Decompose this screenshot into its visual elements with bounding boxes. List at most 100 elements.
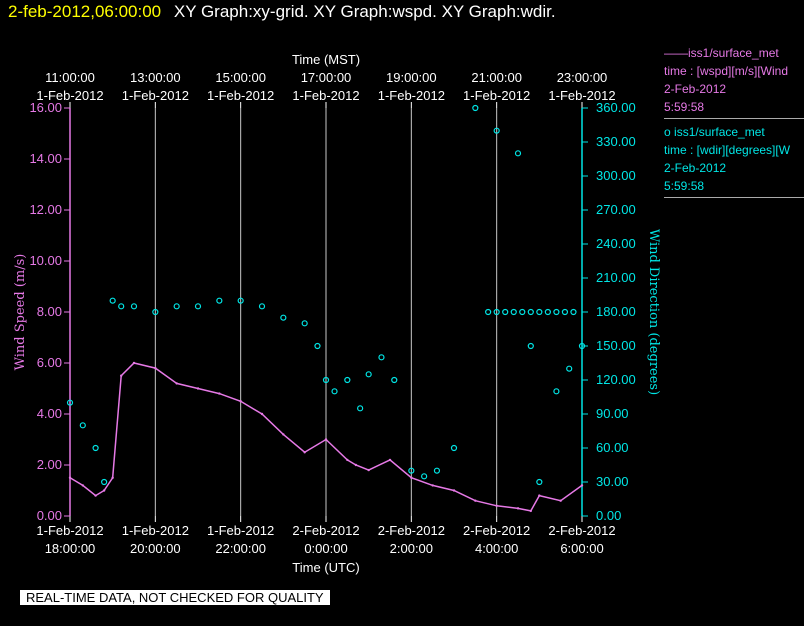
wind-direction-point — [92, 444, 99, 452]
wind-speed-point — [580, 484, 584, 487]
wind-direction-point — [79, 422, 86, 429]
wind-direction-point — [553, 388, 560, 395]
wind-direction-point — [527, 342, 534, 350]
wind-speed-point — [529, 509, 532, 513]
top-tick-date: 1-Feb-2012 — [122, 88, 189, 103]
wind-direction-point — [510, 308, 517, 316]
right-tick-label: 120.00 — [596, 372, 636, 387]
wind-speed-point — [196, 387, 200, 390]
legend-direction-name: o iss1/surface_met — [664, 123, 804, 141]
wind-speed-point — [282, 433, 285, 436]
wind-speed-point — [102, 489, 106, 492]
wind-speed-point — [516, 507, 520, 510]
top-tick-date: 1-Feb-2012 — [207, 88, 274, 103]
wind-speed-point — [132, 361, 136, 365]
chart-header: 2-feb-2012,06:00:00 XY Graph:xy-grid. XY… — [8, 2, 556, 22]
left-tick-label: 8.00 — [37, 304, 62, 319]
wind-speed-point — [431, 484, 434, 487]
wind-speed-point — [346, 458, 349, 462]
wind-direction-point — [109, 297, 116, 304]
bottom-tick-date: 1-Feb-2012 — [122, 523, 189, 538]
wind-direction-point — [578, 342, 586, 350]
wind-direction-point — [237, 297, 244, 304]
wind-direction-point — [314, 342, 321, 350]
wind-speed-point — [538, 494, 541, 497]
wind-speed-point — [239, 400, 242, 403]
wind-speed-point — [367, 468, 370, 472]
wind-direction-point — [493, 308, 500, 316]
wind-speed-point — [495, 504, 498, 507]
right-tick-label: 210.00 — [596, 270, 636, 285]
bottom-tick-date: 2-Feb-2012 — [548, 523, 615, 538]
right-tick-label: 330.00 — [596, 134, 636, 149]
wind-direction-point — [258, 303, 266, 310]
right-tick-label: 300.00 — [596, 168, 636, 183]
right-tick-label: 240.00 — [596, 236, 636, 251]
top-tick-date: 1-Feb-2012 — [292, 88, 359, 103]
left-tick-label: 6.00 — [37, 355, 62, 370]
header-date: 2-feb-2012,06:00:00 — [8, 2, 162, 21]
legend-speed-name: ——iss1/surface_met — [664, 44, 804, 62]
wind-direction-point — [66, 399, 74, 406]
bottom-tick-time: 22:00:00 — [215, 541, 266, 556]
legend-direction-date: 2-Feb-2012 — [664, 161, 727, 175]
left-tick-label: 14.00 — [29, 151, 62, 166]
bottom-tick-time: 20:00:00 — [130, 541, 181, 556]
right-tick-label: 150.00 — [596, 338, 636, 353]
wind-direction-point — [331, 388, 338, 395]
wind-direction-point — [519, 308, 526, 316]
top-tick-date: 1-Feb-2012 — [463, 88, 530, 103]
wind-direction-point — [408, 467, 415, 474]
top-tick-date: 1-Feb-2012 — [36, 88, 103, 103]
legend-speed: ——iss1/surface_met time : [wspd][m/s][Wi… — [664, 44, 804, 119]
wind-speed-point — [94, 494, 97, 497]
wind-speed-point — [474, 499, 477, 502]
legend-direction-source: iss1/surface_met — [674, 125, 765, 139]
top-tick-time: 21:00:00 — [471, 70, 522, 85]
right-tick-label: 30.00 — [596, 474, 629, 489]
right-tick-label: 0.00 — [596, 508, 621, 523]
bottom-axis-label: Time (UTC) — [292, 560, 359, 575]
legend-direction-var: time : [wdir][degrees][W — [664, 143, 791, 157]
bottom-tick-time: 0:00:00 — [304, 541, 347, 556]
wind-direction-point — [566, 365, 573, 372]
wind-speed-point — [218, 392, 221, 395]
bottom-tick-time: 6:00:00 — [560, 541, 603, 556]
wind-direction-point — [421, 473, 428, 480]
wind-speed-point — [120, 374, 123, 377]
left-tick-label: 2.00 — [37, 457, 62, 472]
legend-speed-date: 2-Feb-2012 — [664, 82, 727, 96]
top-tick-time: 23:00:00 — [557, 70, 608, 85]
wind-speed-point — [81, 484, 85, 487]
left-tick-label: 0.00 — [37, 508, 62, 523]
wind-direction-point — [118, 303, 125, 310]
wind-speed-point — [303, 451, 306, 454]
wind-direction-point — [527, 308, 534, 316]
wind-direction-point — [357, 405, 364, 412]
legend-speed-source: iss1/surface_met — [688, 46, 779, 60]
wind-direction-point — [514, 150, 522, 157]
right-axis-label: Wind Direction (degrees) — [646, 229, 661, 395]
left-tick-label: 12.00 — [29, 202, 62, 217]
right-tick-label: 90.00 — [596, 406, 629, 421]
bottom-tick-time: 2:00:00 — [390, 541, 433, 556]
legend: ——iss1/surface_met time : [wspd][m/s][Wi… — [664, 44, 804, 202]
top-tick-time: 11:00:00 — [45, 70, 95, 85]
wind-direction-point — [433, 467, 441, 474]
legend-speed-var: time : [wspd][m/s][Wind — [664, 64, 789, 78]
wind-speed-point — [388, 458, 392, 462]
bottom-tick-time: 18:00:00 — [45, 541, 96, 556]
top-tick-time: 15:00:00 — [215, 70, 266, 85]
top-tick-time: 13:00:00 — [130, 70, 181, 85]
wind-direction-point — [344, 376, 351, 384]
wind-speed-point — [452, 489, 456, 492]
bottom-tick-date: 1-Feb-2012 — [207, 523, 274, 538]
left-tick-label: 4.00 — [37, 406, 62, 421]
quality-disclaimer: REAL-TIME DATA, NOT CHECKED FOR QUALITY — [20, 590, 330, 605]
wind-direction-point — [216, 297, 223, 304]
legend-direction: o iss1/surface_met time : [wdir][degrees… — [664, 123, 804, 198]
right-tick-label: 270.00 — [596, 202, 636, 217]
wind-direction-point — [570, 308, 577, 316]
wind-direction-point — [194, 303, 202, 310]
